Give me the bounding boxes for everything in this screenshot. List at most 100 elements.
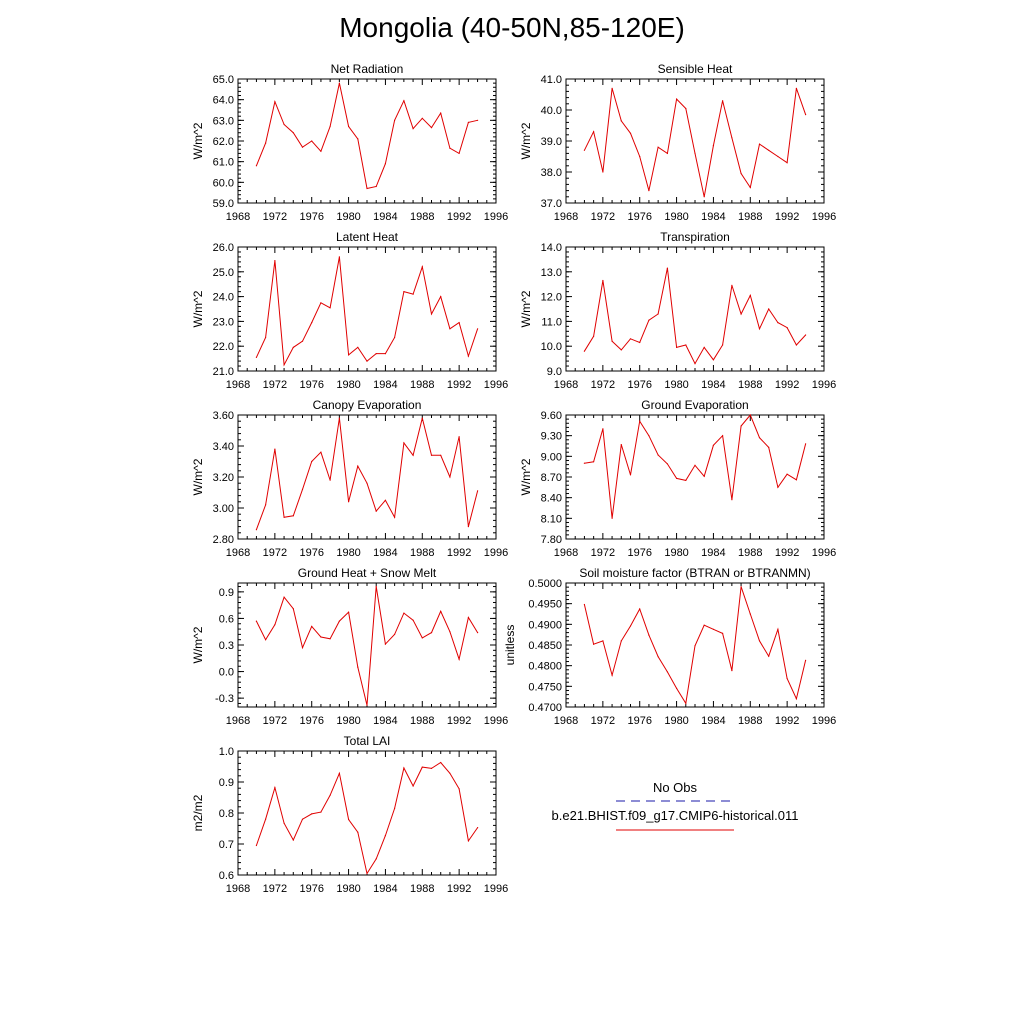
data-point [375, 585, 377, 588]
y-tick-label: 1.0 [219, 746, 234, 758]
x-tick-label: 1980 [664, 379, 688, 391]
x-tick-label: 1972 [591, 547, 615, 559]
x-tick-label: 1992 [775, 547, 799, 559]
data-point [731, 284, 733, 286]
data-point [657, 313, 659, 315]
x-tick-label: 1996 [812, 211, 836, 223]
data-point [375, 353, 377, 355]
y-tick-label: 9.00 [541, 451, 562, 463]
data-point [292, 515, 294, 517]
data-point [758, 328, 761, 330]
y-tick-label: -0.3 [215, 693, 234, 705]
x-tick-label: 1968 [226, 715, 250, 727]
data-point [311, 813, 313, 815]
x-tick-label: 1968 [226, 883, 250, 895]
data-point [329, 125, 331, 128]
x-tick-label: 1980 [336, 379, 360, 391]
data-point [283, 364, 285, 366]
data-point [274, 260, 276, 262]
x-tick-label: 1996 [484, 379, 508, 391]
data-point [320, 150, 322, 152]
data-point [458, 322, 460, 324]
x-tick-label: 1984 [373, 547, 397, 559]
x-tick-label: 1988 [738, 211, 762, 223]
series-line [255, 256, 479, 367]
x-tick-label: 1972 [591, 379, 615, 391]
data-point [357, 138, 359, 140]
panel-title: Sensible Heat [658, 62, 733, 76]
y-tick-label: 0.3 [219, 640, 234, 652]
x-tick-label: 1972 [263, 379, 287, 391]
data-point [477, 328, 479, 330]
data-point [265, 639, 267, 641]
y-axis-label: W/m^2 [519, 290, 533, 327]
series-line [583, 268, 806, 365]
x-tick-label: 1996 [812, 715, 836, 727]
data-point [722, 100, 724, 102]
x-tick-label: 1992 [775, 211, 799, 223]
data-point [292, 608, 294, 610]
data-point [795, 344, 798, 346]
data-point [676, 477, 678, 479]
data-point [403, 291, 405, 293]
panel-title: Soil moisture factor (BTRAN or BTRANMN) [579, 566, 810, 580]
data-point [311, 625, 313, 628]
x-tick-label: 1992 [775, 715, 799, 727]
data-point [467, 355, 469, 357]
data-point [786, 162, 788, 164]
data-point [676, 687, 678, 690]
plot-frame [237, 582, 497, 708]
data-point [440, 454, 442, 456]
data-point [583, 350, 586, 352]
x-tick-label: 1988 [410, 547, 434, 559]
data-point [648, 190, 650, 192]
y-tick-label: 0.7 [219, 839, 234, 851]
x-tick-label: 1980 [336, 547, 360, 559]
x-tick-label: 1976 [299, 379, 323, 391]
data-point [274, 624, 276, 626]
x-tick-label: 1976 [299, 883, 323, 895]
y-tick-label: 39.0 [541, 136, 562, 148]
data-point [366, 482, 368, 484]
data-point [712, 145, 715, 147]
x-tick-label: 1976 [627, 211, 651, 223]
y-axis-label: W/m^2 [191, 458, 205, 495]
data-point [403, 767, 405, 769]
data-point [357, 346, 359, 348]
data-point [722, 435, 724, 437]
x-tick-label: 1976 [299, 211, 323, 223]
y-tick-label: 14.0 [541, 242, 562, 254]
data-point [430, 127, 433, 129]
x-tick-label: 1992 [447, 883, 471, 895]
data-point [805, 659, 807, 661]
data-point [758, 143, 761, 145]
plot-frame [237, 750, 497, 876]
data-point [639, 420, 641, 422]
data-point [320, 451, 322, 453]
data-point [366, 704, 368, 706]
x-tick-label: 1996 [812, 547, 836, 559]
data-point [338, 256, 340, 258]
panels-group: Net Radiation W/m^2 1968 1972 1976 1980 1984 19… [191, 62, 836, 895]
panel-6: Ground Evaporation W/m^2 1968 1972 1976 1980 1… [519, 398, 836, 559]
panel-title: Latent Heat [336, 230, 399, 244]
data-point [283, 123, 285, 126]
data-point [394, 119, 396, 121]
data-point [731, 670, 733, 672]
data-point [583, 462, 586, 464]
data-point [694, 464, 696, 466]
data-point [602, 640, 604, 642]
data-point [602, 171, 604, 173]
data-point [758, 640, 761, 642]
data-point [265, 336, 267, 339]
data-point [329, 794, 331, 796]
y-tick-label: 25.0 [213, 267, 234, 279]
y-tick-label: 61.0 [213, 157, 234, 169]
x-tick-label: 1980 [336, 883, 360, 895]
data-point [685, 107, 687, 110]
data-point [639, 608, 641, 610]
panel-title: Total LAI [344, 734, 391, 748]
data-point [412, 128, 414, 130]
x-tick-label: 1988 [738, 715, 762, 727]
x-tick-label: 1976 [627, 715, 651, 727]
